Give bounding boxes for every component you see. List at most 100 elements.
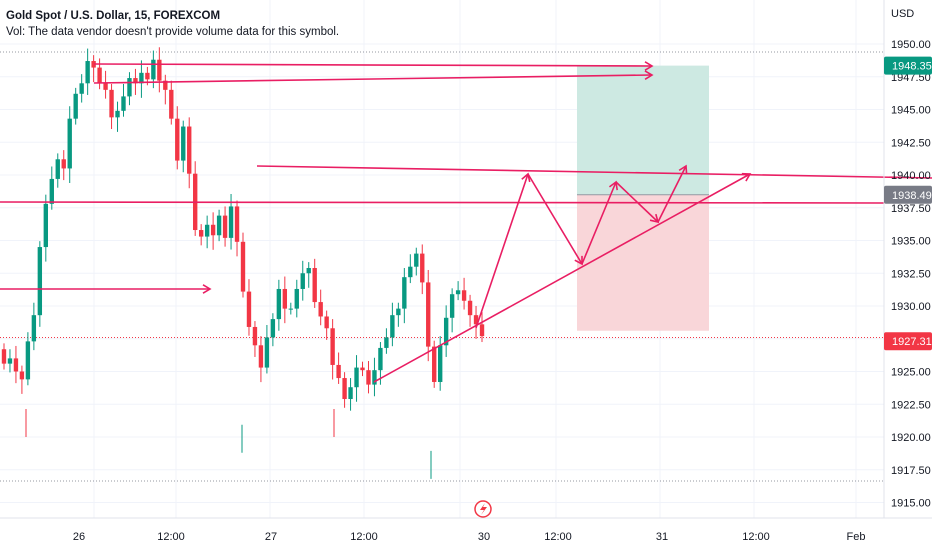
time-axis[interactable]: 26 12:00 27 12:00 30 12:00 31 12:00 Feb bbox=[0, 517, 932, 543]
projection-path[interactable] bbox=[615, 181, 659, 223]
candle-body[interactable] bbox=[13, 358, 19, 372]
projection-path[interactable] bbox=[527, 173, 583, 265]
candle-body[interactable] bbox=[234, 206, 240, 242]
candle-body[interactable] bbox=[204, 224, 210, 237]
candle-body[interactable] bbox=[479, 324, 485, 337]
arrow-head[interactable] bbox=[678, 164, 688, 175]
candle-body[interactable] bbox=[145, 72, 150, 80]
candle-body[interactable] bbox=[282, 288, 288, 309]
candles[interactable] bbox=[1, 47, 485, 479]
candle-body[interactable] bbox=[216, 215, 222, 236]
candle-body[interactable] bbox=[163, 80, 168, 90]
candle-body[interactable] bbox=[306, 268, 311, 274]
candle-body[interactable] bbox=[276, 288, 282, 320]
candle-body[interactable] bbox=[25, 341, 31, 380]
arrow-head[interactable] bbox=[644, 70, 654, 80]
candle-body[interactable] bbox=[43, 203, 49, 248]
candle-body[interactable] bbox=[360, 367, 365, 371]
candle-body[interactable] bbox=[31, 315, 37, 342]
drawings[interactable] bbox=[0, 61, 932, 383]
long-position-tool[interactable] bbox=[577, 65, 709, 331]
candle-body[interactable] bbox=[55, 159, 60, 179]
candle-body[interactable] bbox=[270, 319, 276, 338]
candle-body[interactable] bbox=[85, 61, 90, 84]
candle-body[interactable] bbox=[240, 241, 246, 292]
candle-body[interactable] bbox=[294, 288, 299, 309]
candle-body[interactable] bbox=[121, 96, 126, 111]
candle-body[interactable] bbox=[91, 61, 96, 68]
loss-zone[interactable] bbox=[577, 194, 709, 331]
candle-body[interactable] bbox=[264, 337, 270, 368]
candle-body[interactable] bbox=[151, 59, 156, 80]
candle-body[interactable] bbox=[222, 215, 228, 238]
candle-body[interactable] bbox=[103, 83, 108, 90]
candle-body[interactable] bbox=[49, 178, 54, 204]
range-line[interactable] bbox=[256, 165, 932, 179]
candle-body[interactable] bbox=[312, 268, 317, 303]
candle-body[interactable] bbox=[127, 78, 132, 97]
ascending-trendline[interactable] bbox=[373, 173, 751, 383]
candle-body[interactable] bbox=[390, 315, 395, 338]
candle-body[interactable] bbox=[97, 67, 102, 84]
candle-body[interactable] bbox=[432, 346, 437, 382]
candle-body[interactable] bbox=[7, 358, 13, 364]
price-tag[interactable] bbox=[884, 56, 932, 75]
resistance-arrow-line-2[interactable] bbox=[93, 74, 653, 84]
candle-body[interactable] bbox=[461, 290, 467, 301]
candle-body[interactable] bbox=[330, 328, 335, 365]
candle-body[interactable] bbox=[175, 118, 180, 161]
projection-path[interactable] bbox=[581, 181, 617, 265]
candle-body[interactable] bbox=[198, 230, 204, 237]
candle-body[interactable] bbox=[426, 282, 431, 347]
candle-body[interactable] bbox=[318, 302, 323, 317]
candle-body[interactable] bbox=[187, 126, 192, 174]
candle-body[interactable] bbox=[181, 126, 186, 161]
candle-body[interactable] bbox=[157, 59, 162, 81]
price-tag[interactable] bbox=[884, 332, 932, 351]
candle-body[interactable] bbox=[408, 266, 413, 278]
candle-body[interactable] bbox=[61, 159, 66, 169]
candle-body[interactable] bbox=[336, 364, 341, 379]
candle-body[interactable] bbox=[354, 367, 359, 388]
horizontal-resistance-line[interactable] bbox=[0, 201, 885, 204]
candle-body[interactable] bbox=[300, 273, 305, 289]
arrow-head[interactable] bbox=[202, 284, 212, 294]
candle-body[interactable] bbox=[384, 337, 389, 348]
candle-body[interactable] bbox=[252, 326, 258, 346]
candle-body[interactable] bbox=[67, 118, 72, 169]
candle-body[interactable] bbox=[73, 93, 78, 119]
candle-body[interactable] bbox=[1, 349, 7, 364]
candle-body[interactable] bbox=[467, 300, 473, 316]
flash-icon[interactable] bbox=[474, 500, 492, 518]
profit-zone[interactable] bbox=[577, 65, 709, 195]
candle-body[interactable] bbox=[366, 370, 371, 385]
candle-body[interactable] bbox=[228, 206, 234, 238]
candle-body[interactable] bbox=[258, 345, 264, 368]
arrow-head[interactable] bbox=[644, 61, 654, 71]
resistance-arrow-line[interactable] bbox=[93, 63, 653, 67]
candle-body[interactable] bbox=[348, 387, 353, 400]
candle-body[interactable] bbox=[437, 345, 443, 382]
candle-body[interactable] bbox=[420, 253, 425, 283]
candle-body[interactable] bbox=[210, 224, 216, 236]
projection-path[interactable] bbox=[475, 173, 529, 329]
candle-body[interactable] bbox=[342, 378, 347, 400]
candle-body[interactable] bbox=[19, 371, 25, 380]
candle-body[interactable] bbox=[449, 294, 455, 318]
candle-body[interactable] bbox=[372, 370, 377, 385]
candle-body[interactable] bbox=[37, 247, 43, 316]
candle-body[interactable] bbox=[169, 89, 174, 119]
candle-body[interactable] bbox=[455, 290, 461, 295]
candle-body[interactable] bbox=[139, 72, 144, 84]
candle-body[interactable] bbox=[133, 78, 138, 84]
candle-body[interactable] bbox=[414, 253, 419, 267]
candle-body[interactable] bbox=[324, 316, 329, 329]
symbol-title[interactable]: Gold Spot / U.S. Dollar, 15, FOREXCOM bbox=[6, 10, 221, 22]
candle-body[interactable] bbox=[79, 83, 84, 94]
candle-body[interactable] bbox=[402, 277, 407, 309]
candle-body[interactable] bbox=[288, 308, 293, 310]
candle-body[interactable] bbox=[443, 317, 449, 346]
arrow-head[interactable] bbox=[741, 172, 752, 182]
candle-body[interactable] bbox=[473, 315, 479, 325]
